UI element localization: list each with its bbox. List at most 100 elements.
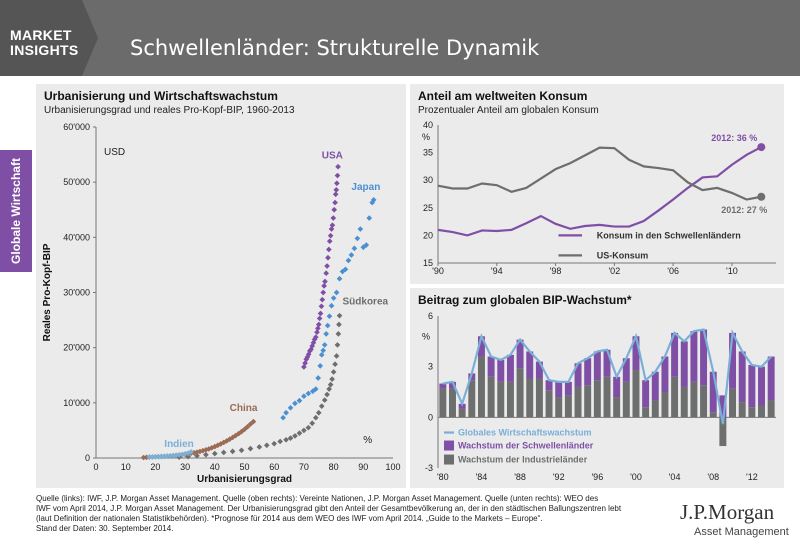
point-usa [332, 199, 338, 206]
asset-management-label: Asset Management [694, 526, 789, 538]
x-tick-label: '84 [476, 472, 488, 482]
x-axis-label: Urbanisierungsgrad [197, 474, 292, 485]
y-tick-label: 30 [423, 175, 433, 185]
bar-developed [767, 400, 775, 418]
point-japan [342, 266, 349, 273]
endpoint-marker [757, 192, 766, 201]
x-tick-label: '00 [630, 472, 642, 482]
bar-developed [680, 386, 688, 418]
bar-developed [748, 407, 756, 418]
market-insights-badge: MARKET INSIGHTS [0, 0, 98, 76]
point-japan [328, 302, 335, 309]
x-tick-label: '06 [667, 266, 679, 276]
point-usa [328, 226, 335, 232]
bar-developed [449, 388, 456, 418]
point-usa [319, 296, 326, 303]
x-tick-label: '12 [746, 472, 758, 482]
point-usa [330, 215, 337, 221]
point-japan [292, 400, 298, 407]
x-tick-label: '90 [432, 266, 444, 276]
point-japan [315, 375, 321, 381]
point-japan [320, 347, 327, 354]
annotation-emerging: 2012: 36 % [711, 133, 757, 143]
point-usa [327, 232, 334, 239]
y-tick-label: 10'000 [63, 398, 90, 408]
x-tick-label: 20 [150, 462, 160, 472]
series-label-südkorea: Südkorea [343, 297, 389, 308]
legend-label: US-Konsum [597, 250, 649, 260]
point-china [250, 418, 257, 425]
chart-title: Urbanisierung und Wirtschaftswachstum [44, 89, 278, 103]
point-südkorea [336, 321, 342, 328]
bar-developed [506, 381, 514, 418]
bar-emerging [767, 356, 775, 401]
point-usa [325, 254, 331, 261]
y-tick-label: 40'000 [63, 232, 90, 242]
point-usa [323, 270, 330, 277]
point-südkorea [312, 414, 319, 421]
bar-emerging [671, 332, 679, 377]
point-südkorea [333, 353, 340, 359]
bar-developed [690, 381, 698, 418]
point-südkorea [263, 442, 270, 449]
bar-developed [458, 408, 466, 418]
chart-title: Beitrag zum globalen BIP-Wachstum* [418, 293, 632, 307]
x-tick-label: '94 [491, 266, 503, 276]
bar-emerging [545, 380, 553, 391]
bar-emerging [748, 364, 756, 408]
point-japan [305, 390, 312, 397]
footnote-line: Quelle (links): IWF, J.P. Morgan Asset M… [36, 494, 599, 503]
point-japan [301, 393, 307, 400]
y-tick-label: -3 [425, 463, 433, 473]
point-südkorea [277, 438, 283, 445]
bar-emerging [651, 371, 659, 401]
bar-developed [535, 378, 543, 418]
bar-developed [632, 370, 640, 418]
series-label-china: China [230, 403, 258, 414]
x-tick-label: 50 [239, 462, 249, 472]
bar-emerging [622, 358, 630, 382]
bar-developed [719, 417, 727, 447]
point-usa [321, 283, 327, 289]
urbanization-chart: Urbanisierung und Wirtschaftswachstum Urb… [42, 89, 401, 485]
bar-emerging [584, 358, 592, 386]
x-tick-label: '92 [553, 472, 565, 482]
point-usa [318, 303, 325, 310]
y-tick-label: 20 [423, 230, 433, 240]
y-axis-label: Reales Pro-Kopf-BIP [42, 243, 53, 341]
bar-emerging [535, 361, 543, 379]
point-japan [348, 252, 355, 258]
bar-emerging [564, 381, 572, 396]
page-title: Schwellenländer: Strukturelle Dynamik [130, 36, 540, 60]
x-tick-label: 60 [269, 462, 279, 472]
side-tab[interactable]: Globale Wirtschaft [0, 150, 32, 272]
point-usa [333, 187, 340, 193]
bar-emerging [758, 366, 765, 406]
series-label-japan: Japan [351, 182, 380, 193]
x-tick-label: '04 [669, 472, 681, 482]
bar-emerging [555, 381, 563, 398]
bar-developed [651, 400, 659, 418]
point-usa [334, 172, 341, 179]
point-japan [354, 235, 361, 242]
point-indien [188, 449, 194, 455]
point-japan [336, 275, 343, 282]
x-tick-label: 40 [210, 462, 220, 472]
y-tick-label: 20'000 [63, 343, 90, 353]
point-japan [363, 242, 370, 248]
point-indien [146, 454, 153, 460]
x-tick-label: '98 [550, 266, 562, 276]
point-südkorea [315, 409, 322, 416]
side-tab-label: Globale Wirtschaft [9, 158, 23, 264]
y-tick-label: 50'000 [63, 177, 90, 187]
bar-developed [613, 397, 621, 418]
y-unit: USD [104, 147, 125, 158]
bar-emerging [593, 351, 601, 381]
legend-swatch-developed [444, 454, 454, 465]
footnote-line: IWF vom April 2014, J.P. Morgan Asset Ma… [36, 504, 622, 513]
gdp-growth-chart: Beitrag zum globalen BIP-Wachstum* -3 0 3 6%… [418, 293, 776, 482]
y-tick-label: 40 [423, 120, 433, 130]
point-südkorea [336, 312, 343, 319]
bar-developed [564, 395, 572, 418]
point-südkorea [287, 435, 294, 441]
